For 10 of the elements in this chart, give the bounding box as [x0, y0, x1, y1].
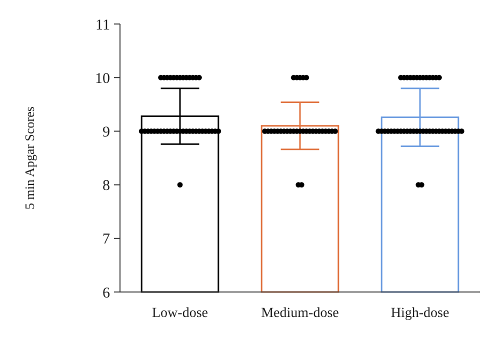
y-tick-label: 10 — [95, 70, 110, 87]
y-tick-label: 6 — [102, 285, 110, 302]
y-tick-label: 11 — [96, 17, 110, 34]
x-tick-label: High-dose — [390, 306, 450, 321]
y-tick-label: 7 — [102, 232, 110, 248]
x-tick-label: Low-dose — [152, 306, 208, 321]
x-tick-label: Medium-dose — [261, 306, 339, 321]
y-tick-label: 9 — [102, 124, 110, 140]
y-tick-label: 8 — [102, 178, 110, 194]
y-axis-title: 5 min Apgar Scores — [22, 106, 37, 210]
